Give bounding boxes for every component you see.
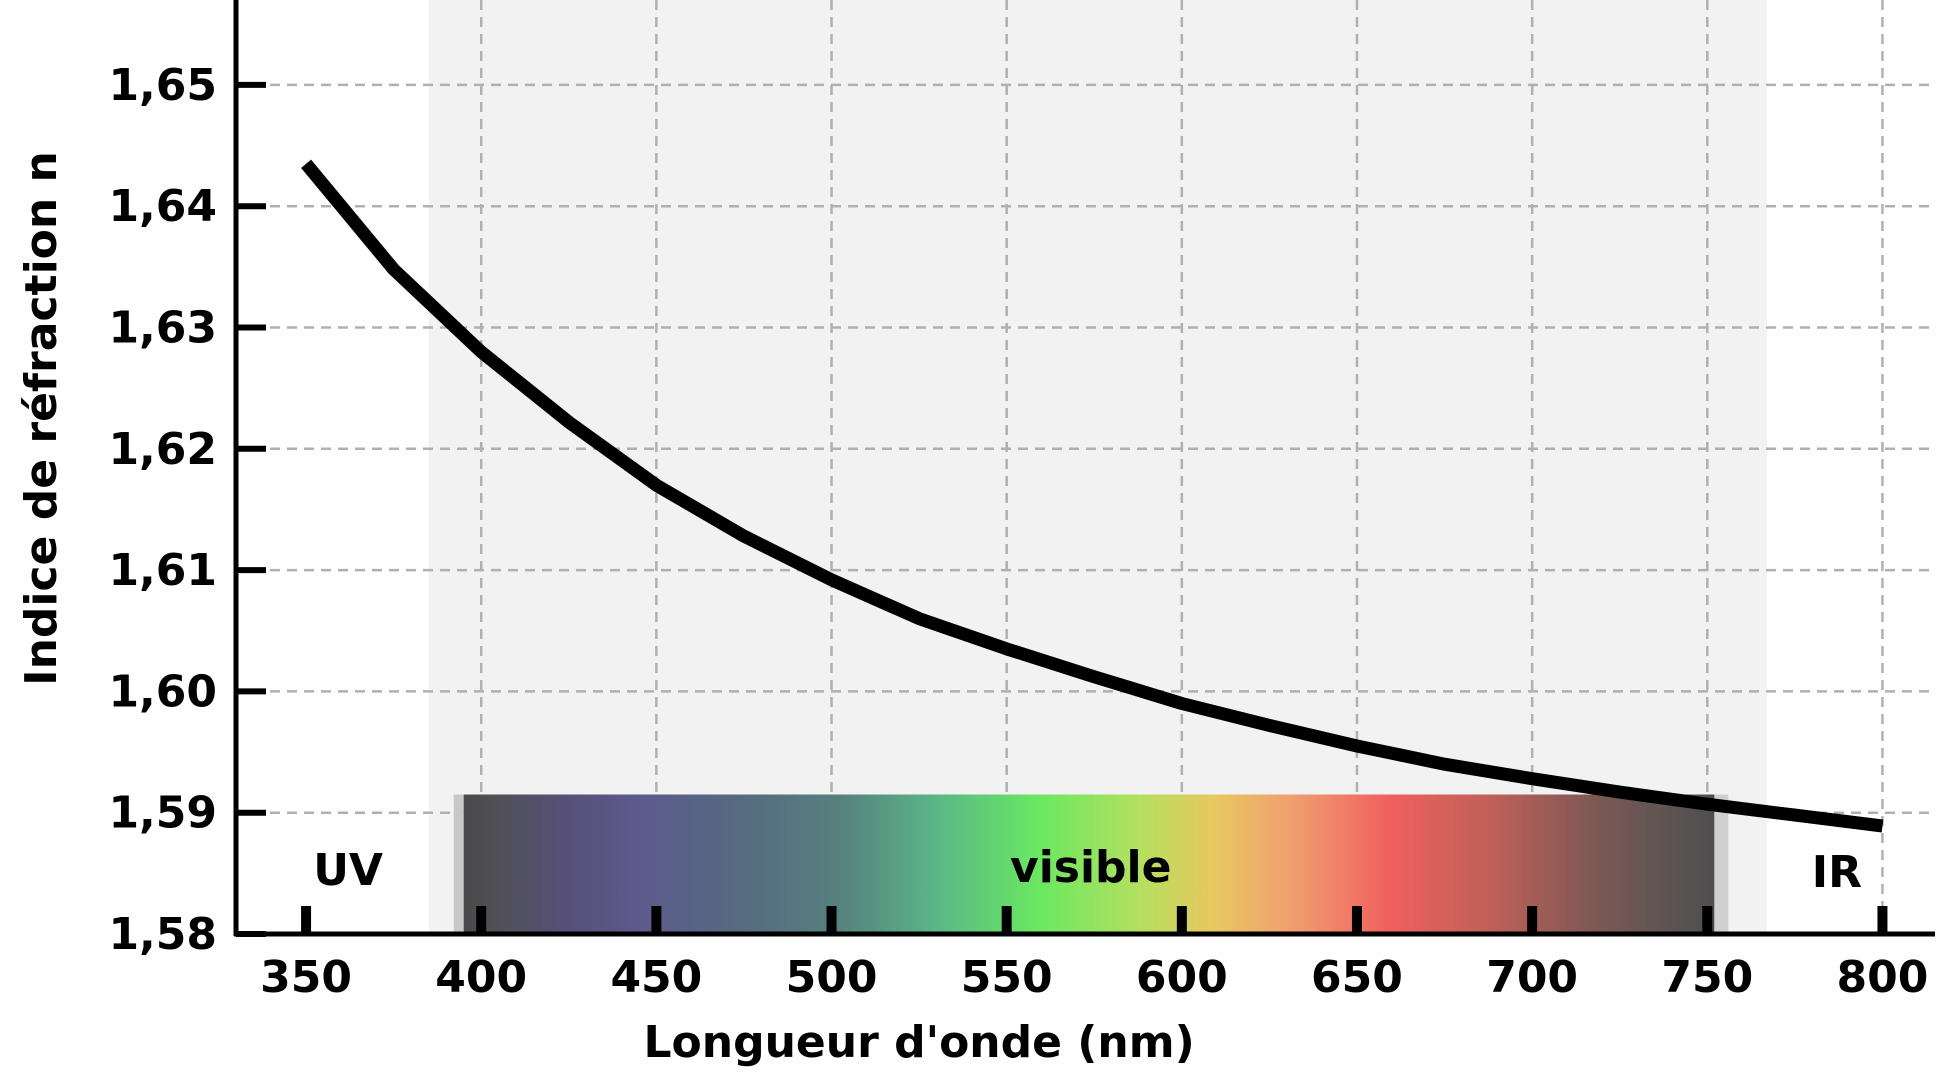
uv-label: UV bbox=[313, 845, 383, 896]
y-tick-label: 1,65 bbox=[108, 60, 217, 111]
x-tick-label: 550 bbox=[961, 952, 1053, 1003]
y-tick-label: 1,61 bbox=[108, 545, 217, 596]
y-tick-label: 1,59 bbox=[108, 788, 217, 839]
y-tick-label: 1,64 bbox=[108, 181, 217, 232]
spectrum-fade-right bbox=[1714, 794, 1729, 934]
ir-label: IR bbox=[1812, 847, 1862, 898]
x-axis-title: Longueur d'onde (nm) bbox=[644, 1017, 1195, 1068]
x-tick-label: 500 bbox=[786, 952, 878, 1003]
y-axis-title: Indice de réfraction n bbox=[16, 151, 67, 686]
x-tick-label: 650 bbox=[1311, 952, 1403, 1003]
x-tick-label: 400 bbox=[435, 952, 527, 1003]
x-tick-label: 750 bbox=[1661, 952, 1753, 1003]
visible-label: visible bbox=[1010, 842, 1171, 893]
series-line bbox=[301, 159, 1884, 833]
y-tick-label: 1,58 bbox=[108, 909, 217, 960]
spectrum-band bbox=[463, 794, 1715, 934]
spectrum-fade-left bbox=[453, 794, 464, 934]
x-tick-label: 450 bbox=[610, 952, 702, 1003]
x-tick-label: 350 bbox=[260, 952, 352, 1003]
x-tick-label: 800 bbox=[1837, 952, 1929, 1003]
x-tick-label: 700 bbox=[1486, 952, 1578, 1003]
y-tick-label: 1,60 bbox=[108, 666, 217, 717]
x-tick-label: 600 bbox=[1136, 952, 1228, 1003]
y-tick-label: 1,62 bbox=[108, 424, 217, 475]
y-tick-label: 1,63 bbox=[108, 303, 217, 354]
